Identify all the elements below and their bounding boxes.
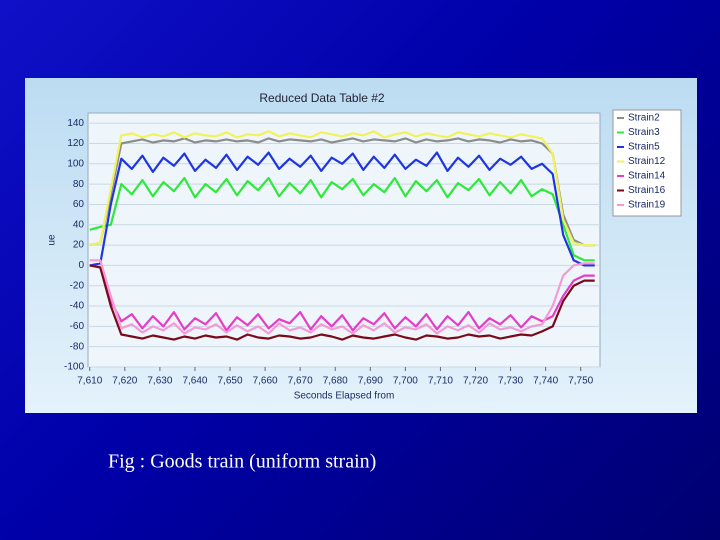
y-tick-label: 100	[67, 158, 84, 169]
x-tick-label: 7,680	[323, 376, 348, 387]
x-tick-label: 7,700	[393, 376, 418, 387]
y-tick-label: -40	[70, 301, 85, 312]
caption: Fig : Goods train (uniform strain)	[108, 451, 376, 473]
x-tick-label: 7,740	[533, 376, 558, 387]
x-tick-label: 7,620	[112, 376, 137, 387]
y-tick-label: 0	[78, 260, 84, 271]
x-tick-label: 7,730	[498, 376, 523, 387]
y-tick-label: -100	[64, 362, 84, 373]
y-tick-label: 20	[73, 240, 85, 251]
series-line	[89, 137, 595, 247]
x-tick-label: 7,640	[182, 376, 207, 387]
y-tick-label: -80	[70, 341, 85, 352]
x-tick-label: 7,710	[428, 376, 453, 387]
y-tick-label: 40	[73, 219, 85, 230]
x-tick-label: 7,720	[463, 376, 488, 387]
y-tick-label: 140	[67, 118, 84, 129]
legend-label: Strain3	[628, 127, 660, 138]
legend-label: Strain16	[628, 185, 666, 196]
legend	[612, 109, 682, 217]
series-line	[89, 259, 595, 335]
series-line	[89, 176, 595, 262]
x-axis-label: Seconds Elapsed from	[294, 391, 395, 402]
y-tick-label: 120	[67, 138, 84, 149]
y-tick-label: 80	[73, 179, 85, 190]
x-tick-label: 7,670	[288, 376, 313, 387]
x-tick-label: 7,690	[358, 376, 383, 387]
y-tick-label: 60	[73, 199, 85, 210]
series-line	[89, 264, 595, 332]
legend-label: Strain19	[628, 200, 666, 211]
x-tick-label: 7,660	[253, 376, 278, 387]
legend-label: Strain14	[628, 171, 666, 182]
legend-label: Strain5	[628, 142, 660, 153]
legend-label: Strain2	[628, 113, 660, 124]
series-line	[89, 264, 595, 341]
x-tick-label: 7,750	[568, 376, 593, 387]
y-tick-label: -60	[70, 321, 85, 332]
y-axis-label: ue	[47, 234, 58, 246]
x-tick-label: 7,650	[218, 376, 243, 387]
y-tick-label: -20	[70, 280, 85, 291]
legend-label: Strain12	[628, 156, 666, 167]
x-tick-label: 7,630	[147, 376, 172, 387]
chart-title: Reduced Data Table #2	[259, 91, 385, 105]
series-line	[89, 151, 595, 267]
series-line	[89, 130, 595, 247]
x-tick-label: 7,610	[77, 376, 102, 387]
